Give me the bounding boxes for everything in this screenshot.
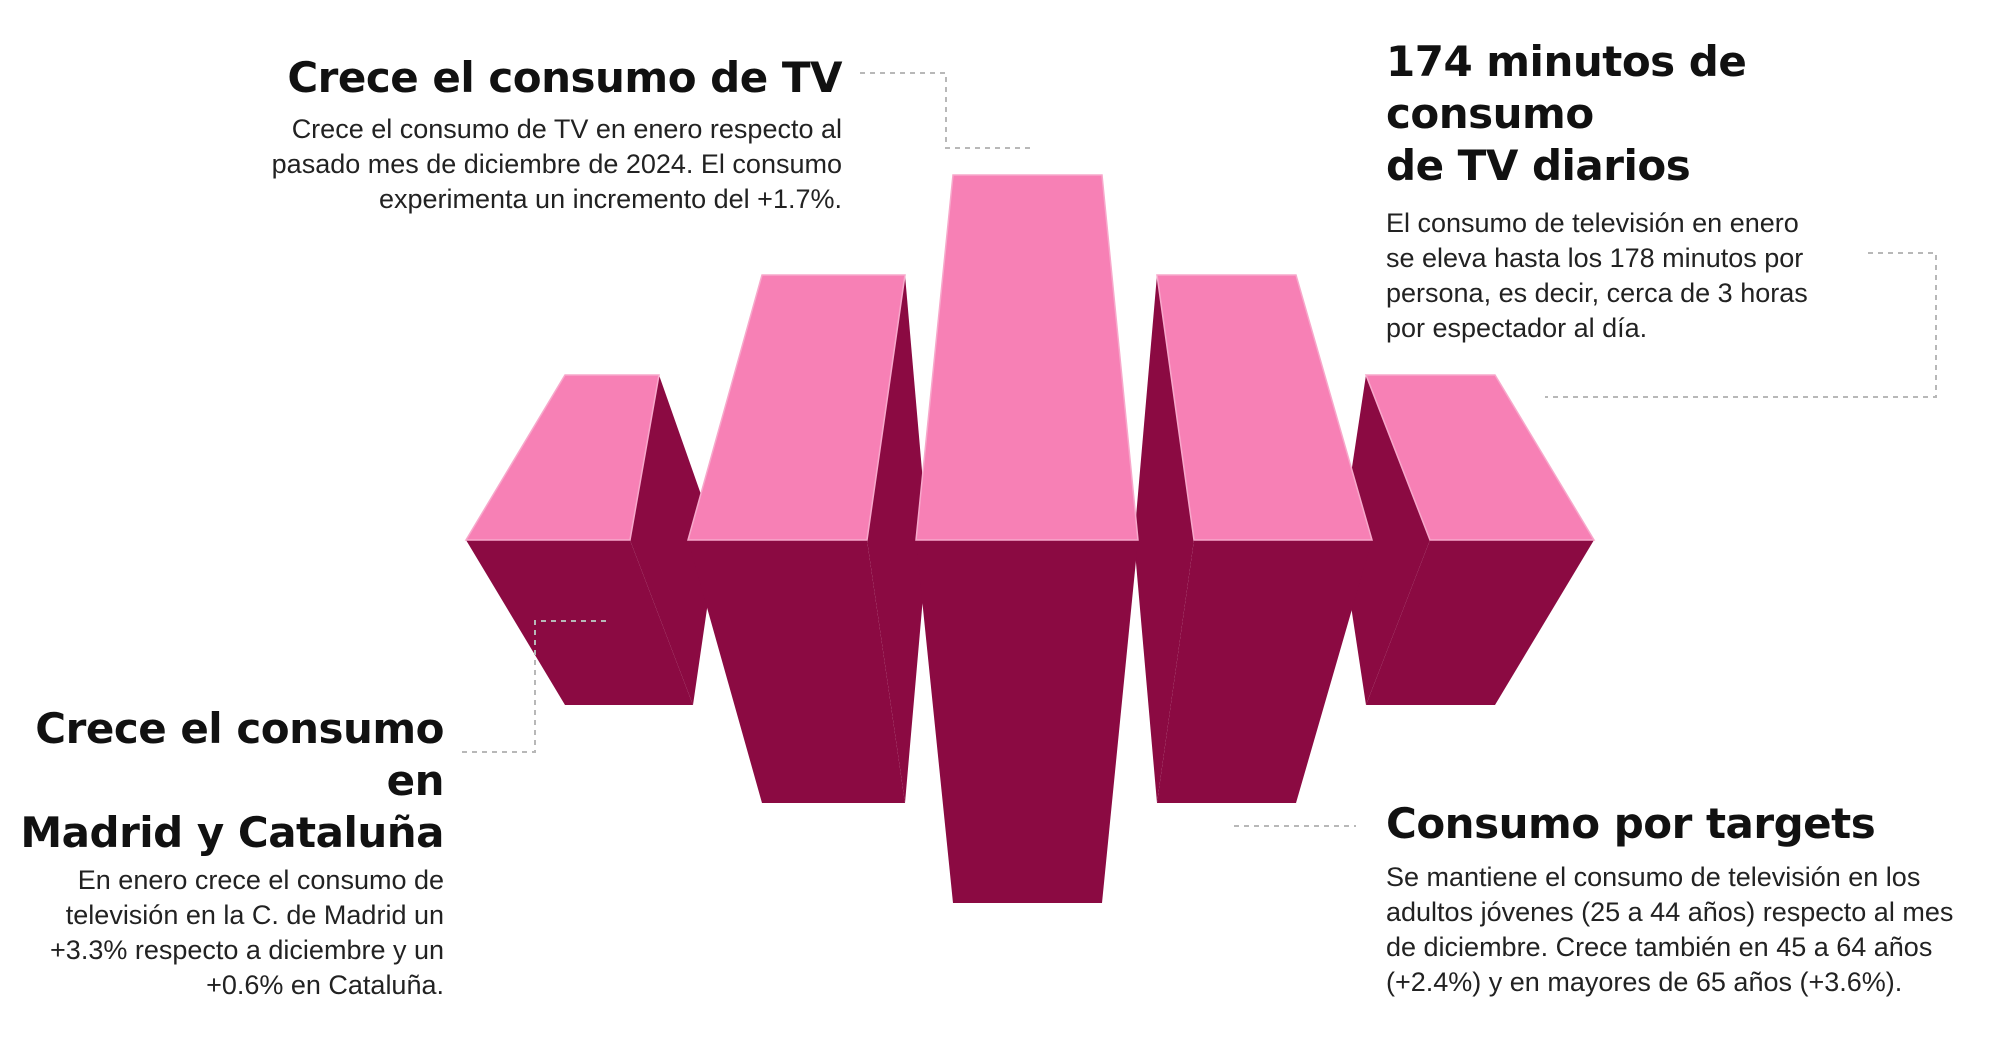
text-line: En enero crece el consumo de: [77, 865, 444, 895]
bar-3-front: [916, 540, 1138, 903]
bar-5-top: [1364, 374, 1596, 541]
text-line: +3.3% respecto a diciembre y un: [50, 935, 444, 965]
text-line: televisión en la C. de Madrid un: [65, 900, 444, 930]
title-line: Crece el consumo en: [35, 704, 444, 805]
bar-5: [1341, 374, 1596, 705]
callout-targets-title: Consumo por targets: [1386, 799, 1876, 848]
bar-4: [1134, 274, 1373, 803]
title-line: 174 minutos de consumo: [1386, 37, 1747, 138]
bar-2-side: [867, 275, 928, 803]
text-line: experimenta un incremento del +1.7%.: [378, 184, 842, 214]
title-line: de TV diarios: [1386, 141, 1691, 190]
connector-tv-growth: [860, 72, 1032, 149]
text-line: por espectador al día.: [1386, 313, 1648, 343]
callout-daily-minutes-text: El consumo de televisión en enero se ele…: [1386, 206, 1966, 346]
text-line: +0.6% en Cataluña.: [206, 970, 444, 1000]
callout-tv-growth: Crece el consumo de TV Crece el consumo …: [170, 52, 843, 217]
bar-2: [687, 274, 928, 803]
bar-1-top: [464, 374, 660, 541]
bar-4-top: [1156, 274, 1373, 541]
bar-1-front: [466, 540, 693, 705]
text-line: adultos jóvenes (25 a 44 años) respecto …: [1386, 897, 1954, 927]
title-line: Madrid y Cataluña: [20, 808, 444, 857]
text-line: Se mantiene el consumo de televisión en …: [1386, 862, 1921, 892]
bar-4-front: [1157, 540, 1372, 803]
callout-regions-text: En enero crece el consumo de televisión …: [6, 863, 444, 1003]
text-line: pasado mes de diciembre de 2024. El cons…: [271, 149, 842, 179]
text-line: Crece el consumo de TV en enero respecto…: [291, 114, 842, 144]
text-line: persona, es decir, cerca de 3 horas: [1386, 278, 1808, 308]
bar-2-front: [688, 540, 905, 803]
callout-tv-growth-text: Crece el consumo de TV en enero respecto…: [170, 112, 842, 217]
callout-targets: Consumo por targets Se mantiene el consu…: [1386, 798, 1996, 1000]
bar-5-front: [1366, 540, 1594, 705]
callout-daily-minutes-title: 174 minutos de consumo de TV diarios: [1386, 36, 1966, 192]
bar-3-top: [915, 174, 1139, 541]
connector-daily-minutes: [1545, 252, 1937, 398]
text-line: de diciembre. Crece también en 45 a 64 a…: [1386, 932, 1933, 962]
text-line: (+2.4%) y en mayores de 65 años (+3.6%).: [1386, 967, 1903, 997]
callout-regions-title: Crece el consumo en Madrid y Cataluña: [6, 703, 444, 859]
bar-1-side: [630, 375, 717, 705]
bar-4-side: [1134, 275, 1194, 803]
text-line: El consumo de televisión en enero: [1386, 208, 1799, 238]
bar-2-top: [687, 274, 906, 541]
callout-daily-minutes: 174 minutos de consumo de TV diarios El …: [1386, 36, 1966, 346]
callout-regions: Crece el consumo en Madrid y Cataluña En…: [6, 703, 444, 1003]
text-line: se eleva hasta los 178 minutos por: [1386, 243, 1804, 273]
bar-1: [464, 374, 717, 705]
bar-3: [915, 174, 1139, 903]
callout-targets-text: Se mantiene el consumo de televisión en …: [1386, 860, 1996, 1000]
callout-tv-growth-title: Crece el consumo de TV: [287, 53, 842, 102]
bar-5-side: [1341, 375, 1430, 705]
